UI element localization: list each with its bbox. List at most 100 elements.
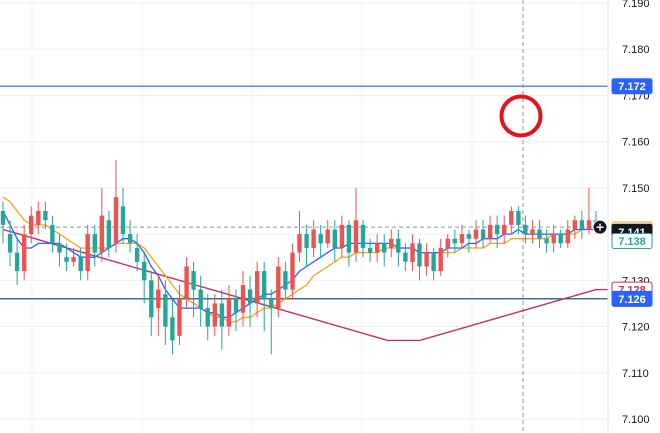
candle [417, 238, 422, 281]
candle [586, 187, 592, 235]
candle [113, 160, 119, 253]
candle [572, 215, 577, 239]
candle-body [565, 229, 570, 244]
candle [64, 243, 69, 272]
candle-body [558, 234, 563, 244]
price-badge-box [611, 78, 653, 95]
candle [262, 261, 267, 332]
candle [142, 252, 147, 304]
candle-body [0, 211, 6, 225]
candle [509, 206, 514, 235]
candle [36, 201, 41, 235]
candle [304, 224, 309, 267]
candle-body [523, 224, 528, 235]
y-tick-label: 7.100 [622, 414, 650, 426]
candle [551, 224, 556, 253]
candle-body [480, 229, 486, 239]
annotation-layer[interactable] [499, 94, 608, 235]
candle [127, 220, 133, 253]
candle-body [50, 224, 55, 244]
price-axis[interactable]: 7.1907.1807.1707.1607.1507.1407.1307.120… [607, 0, 660, 433]
candle-body [297, 234, 302, 253]
candle-body [36, 211, 41, 225]
candle-body [29, 215, 34, 235]
candle [537, 220, 542, 248]
candle-body [332, 229, 337, 248]
price-badge: 7.172 [611, 78, 653, 95]
candle-body [438, 248, 443, 272]
candle [530, 220, 535, 244]
candle [149, 271, 154, 336]
candle [473, 220, 479, 248]
candle-body [149, 280, 154, 318]
candle-body [431, 252, 436, 272]
candle-body [177, 298, 182, 336]
candle [50, 215, 55, 253]
candle [191, 261, 196, 318]
candle [353, 187, 359, 262]
candle-body [57, 243, 62, 253]
candle-body [551, 234, 556, 244]
candle-body [403, 252, 408, 262]
candle-body [134, 248, 140, 262]
candle [382, 234, 387, 267]
candle-body [240, 285, 246, 313]
red-circle-annotation[interactable] [499, 94, 543, 138]
candle [495, 215, 500, 248]
candle [579, 211, 585, 239]
candle-body [163, 294, 168, 327]
price-badge-box [611, 233, 653, 250]
candle-body [64, 257, 69, 262]
candle [22, 224, 27, 281]
y-tick-label: 7.160 [622, 137, 650, 149]
price-axis-background [608, 0, 660, 433]
candle [170, 298, 175, 355]
candle-body [233, 298, 239, 313]
candle-body [92, 234, 97, 253]
candle-body [382, 243, 387, 253]
candle-body [424, 252, 429, 267]
candle [255, 261, 260, 318]
candle-body [71, 257, 76, 262]
candle-body [184, 266, 189, 299]
candle-body [170, 317, 175, 341]
candle [438, 238, 443, 276]
candle [445, 234, 450, 258]
candle [163, 280, 168, 346]
candle-body [375, 243, 380, 253]
candle [226, 284, 232, 336]
candle [424, 243, 429, 276]
candle-body [247, 289, 253, 304]
candle-body [142, 261, 147, 281]
candle-body [502, 224, 507, 235]
price-badge-label: 7.126 [618, 294, 646, 306]
candle-body [22, 234, 27, 272]
candle-body [156, 289, 161, 309]
candle [219, 289, 225, 350]
candle-body [396, 238, 401, 253]
candle [240, 271, 246, 327]
candle [516, 206, 521, 235]
candle-body [14, 252, 20, 272]
candle-body [586, 220, 592, 230]
candle-body [43, 211, 48, 221]
candle-body [113, 197, 119, 244]
candle [311, 220, 316, 258]
horizontal-levels[interactable] [0, 85, 608, 300]
candle [92, 224, 97, 267]
price-badge-label: 7.172 [618, 81, 646, 93]
candle [156, 275, 161, 336]
candle-body [262, 271, 267, 299]
candle [269, 289, 274, 355]
candle [177, 284, 182, 346]
candle [57, 234, 62, 267]
candle-body [311, 229, 316, 248]
candle [360, 220, 366, 258]
candle-body [85, 234, 90, 272]
candle-body [544, 238, 549, 244]
candle-body [452, 238, 457, 244]
candle [283, 261, 288, 299]
